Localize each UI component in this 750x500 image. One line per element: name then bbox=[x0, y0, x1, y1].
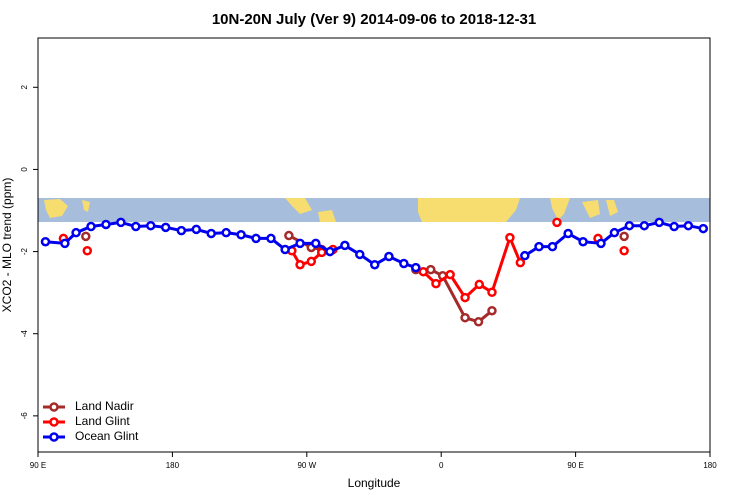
chart-title: 10N-20N July (Ver 9) 2014-09-06 to 2018-… bbox=[212, 11, 536, 28]
x-tick-label: 90 E bbox=[567, 461, 583, 470]
y-tick-label: -4 bbox=[20, 330, 29, 338]
point bbox=[236, 229, 246, 240]
point bbox=[280, 244, 290, 255]
point bbox=[60, 238, 70, 249]
point bbox=[340, 240, 350, 251]
y-tick-label: -6 bbox=[20, 412, 29, 420]
point bbox=[596, 238, 606, 249]
point bbox=[534, 241, 544, 252]
x-tick-label: 90 E bbox=[30, 461, 46, 470]
point bbox=[552, 217, 562, 228]
point bbox=[624, 220, 635, 231]
x-axis-label: Longitude bbox=[348, 476, 401, 490]
point bbox=[515, 257, 526, 268]
point bbox=[160, 222, 171, 233]
legend-marker bbox=[49, 417, 59, 427]
point bbox=[474, 279, 485, 290]
x-tick-label: 180 bbox=[703, 461, 717, 470]
point bbox=[191, 224, 202, 235]
point bbox=[316, 247, 327, 258]
point bbox=[176, 225, 187, 236]
point bbox=[399, 258, 409, 269]
y-tick-label: -2 bbox=[20, 247, 29, 255]
y-tick-label: 0 bbox=[20, 167, 29, 172]
point bbox=[221, 227, 231, 238]
point bbox=[306, 256, 317, 267]
point bbox=[295, 259, 305, 270]
point bbox=[460, 312, 470, 323]
point bbox=[71, 227, 81, 238]
point bbox=[654, 217, 664, 228]
point bbox=[445, 269, 455, 280]
point bbox=[520, 250, 530, 261]
point bbox=[609, 227, 620, 238]
point bbox=[473, 317, 484, 327]
point bbox=[82, 246, 93, 256]
point bbox=[487, 287, 497, 297]
point bbox=[266, 233, 276, 244]
point bbox=[116, 217, 126, 228]
point bbox=[295, 238, 305, 249]
map-band bbox=[38, 198, 710, 222]
point bbox=[131, 221, 141, 232]
legend-label: Land Glint bbox=[75, 414, 130, 428]
point bbox=[311, 238, 321, 249]
point bbox=[101, 219, 111, 230]
point bbox=[40, 236, 51, 247]
x-tick-label: 90 W bbox=[297, 461, 316, 470]
point bbox=[384, 251, 394, 262]
point bbox=[505, 232, 515, 243]
point bbox=[418, 266, 429, 277]
point bbox=[431, 278, 441, 289]
point bbox=[284, 230, 294, 241]
point bbox=[563, 228, 573, 239]
legend-label: Land Nadir bbox=[75, 399, 134, 413]
point bbox=[619, 246, 629, 256]
plot-frame bbox=[37, 37, 711, 453]
point bbox=[206, 228, 216, 239]
point bbox=[369, 259, 380, 270]
point bbox=[487, 305, 497, 316]
point bbox=[698, 223, 709, 234]
legend-marker bbox=[49, 432, 59, 442]
point bbox=[547, 241, 558, 252]
point bbox=[619, 231, 629, 242]
legend-label: Ocean Glint bbox=[75, 429, 139, 443]
point bbox=[145, 220, 156, 231]
point bbox=[639, 220, 650, 231]
point bbox=[578, 236, 588, 247]
point bbox=[355, 249, 365, 260]
point bbox=[411, 262, 421, 273]
point bbox=[683, 220, 694, 231]
y-tick-label: 2 bbox=[20, 85, 29, 90]
point bbox=[325, 246, 335, 257]
legend-marker bbox=[49, 402, 59, 412]
point bbox=[86, 221, 96, 232]
point bbox=[460, 292, 470, 303]
point bbox=[81, 231, 91, 242]
point bbox=[425, 264, 436, 275]
point bbox=[669, 221, 679, 232]
point bbox=[251, 233, 261, 244]
x-tick-label: 0 bbox=[439, 461, 444, 470]
y-axis-label: XCO2 - MLO trend (ppm) bbox=[0, 178, 14, 313]
x-tick-label: 180 bbox=[166, 461, 180, 470]
